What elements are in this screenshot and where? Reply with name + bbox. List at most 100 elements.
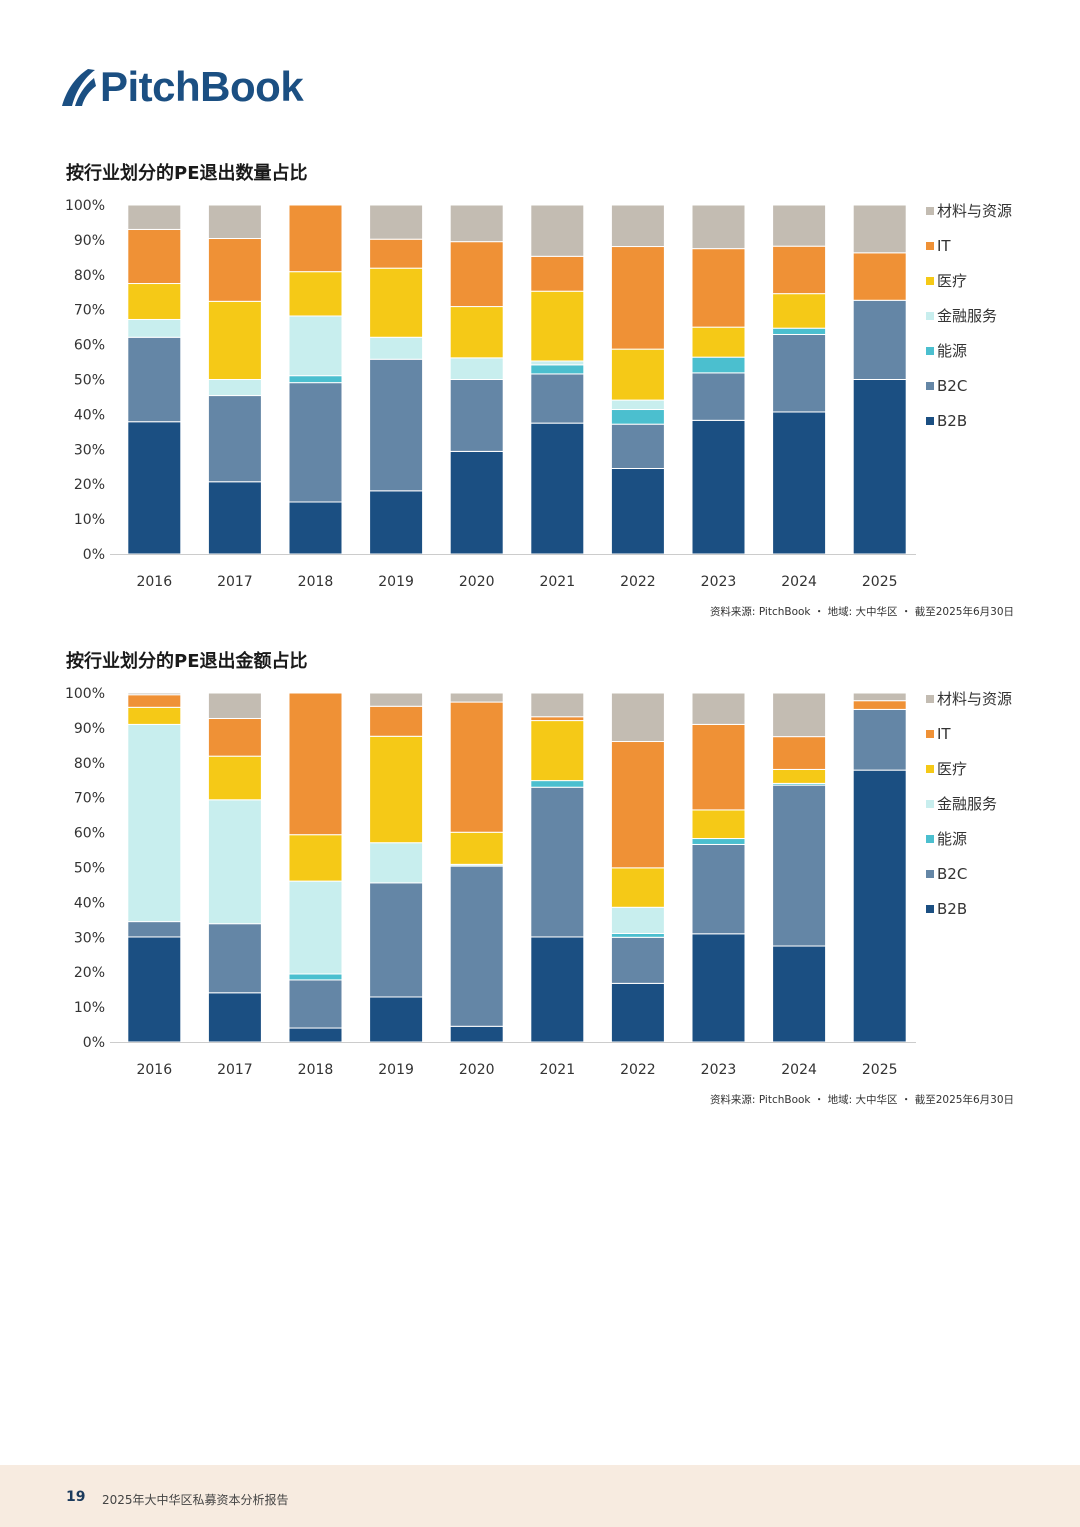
bar-segment-it-2024 bbox=[772, 245, 827, 295]
bar-segment-financial-services-2021 bbox=[530, 360, 585, 366]
bar-segment-it-2022 bbox=[610, 246, 665, 350]
legend-label-it: IT bbox=[937, 237, 951, 255]
bar-segment-b2b-2024 bbox=[772, 411, 827, 555]
page-number: 19 bbox=[66, 1489, 86, 1505]
y-tick-label: 90% bbox=[74, 233, 105, 249]
bar-segment-healthcare-2017 bbox=[207, 755, 262, 801]
legend-swatch-healthcare bbox=[926, 765, 934, 773]
bar-segment-financial-services-2022 bbox=[610, 906, 665, 934]
bar-segment-materials-2021 bbox=[530, 692, 585, 718]
bar-segment-b2b-2019 bbox=[369, 490, 424, 555]
bar-segment-financial-services-2019 bbox=[369, 336, 424, 360]
y-tick-label: 20% bbox=[74, 477, 105, 493]
bar-segment-b2b-2018 bbox=[288, 1027, 343, 1043]
bar-segment-b2c-2016 bbox=[127, 921, 182, 938]
y-tick-label: 50% bbox=[74, 373, 105, 389]
bar-segment-b2b-2020 bbox=[449, 450, 504, 555]
bar-segment-b2c-2016 bbox=[127, 336, 182, 423]
bar-segment-b2c-2021 bbox=[530, 786, 585, 938]
bar-segment-b2c-2020 bbox=[449, 865, 504, 1027]
y-tick-label: 40% bbox=[74, 407, 105, 423]
source-note-value: 资料来源: PitchBook ・ 地域: 大中华区 ・ 截至2025年6月30… bbox=[709, 1094, 1014, 1106]
x-tick-label: 2022 bbox=[620, 574, 656, 590]
x-tick-label: 2020 bbox=[459, 574, 495, 590]
bar-segment-b2b-2021 bbox=[530, 422, 585, 555]
y-tick-label: 30% bbox=[74, 930, 105, 946]
bar-segment-materials-2024 bbox=[772, 692, 827, 738]
bar-segment-b2c-2017 bbox=[207, 395, 262, 483]
y-tick-label: 70% bbox=[74, 303, 105, 319]
bar-segment-it-2024 bbox=[772, 736, 827, 770]
bar-segment-financial-services-2020 bbox=[449, 357, 504, 380]
legend-label-materials: 材料与资源 bbox=[937, 690, 1012, 708]
bar-segment-materials-2019 bbox=[369, 204, 424, 240]
bar-segment-it-2016 bbox=[127, 228, 182, 285]
bar-segment-it-2020 bbox=[449, 701, 504, 833]
y-tick-label: 60% bbox=[74, 826, 105, 842]
bar-segment-b2b-2022 bbox=[610, 467, 665, 555]
y-tick-label: 20% bbox=[74, 965, 105, 981]
legend-swatch-b2c bbox=[926, 870, 934, 878]
bar-segment-materials-2017 bbox=[207, 204, 262, 240]
bar-segment-energy-2023 bbox=[691, 356, 746, 374]
bar-segment-healthcare-2019 bbox=[369, 735, 424, 844]
legend-label-financial-services: 金融服务 bbox=[937, 307, 997, 325]
bar-segment-b2b-2017 bbox=[207, 481, 262, 555]
bar-segment-materials-2020 bbox=[449, 204, 504, 243]
legend-label-b2b: B2B bbox=[937, 900, 967, 918]
bar-segment-healthcare-2022 bbox=[610, 348, 665, 401]
legend-label-energy: 能源 bbox=[937, 830, 967, 848]
bar-segment-materials-2023 bbox=[691, 692, 746, 725]
exit-value-share-chart: 0% 10% 20% 30% 40% 50% 60% 70% 80% 90% 100% 2016 201… bbox=[65, 686, 1012, 1078]
x-tick-label: 2019 bbox=[378, 1062, 414, 1078]
bar-segment-healthcare-2020 bbox=[449, 306, 504, 359]
x-tick-label: 2022 bbox=[620, 1062, 656, 1078]
bar-segment-healthcare-2021 bbox=[530, 290, 585, 362]
bar-segment-healthcare-2019 bbox=[369, 267, 424, 338]
bar-segment-financial-services-2017 bbox=[207, 799, 262, 925]
bar-segment-b2b-2023 bbox=[691, 419, 746, 555]
bar-segment-it-2023 bbox=[691, 723, 746, 811]
x-tick-label: 2018 bbox=[298, 574, 334, 590]
y-tick-label: 30% bbox=[74, 442, 105, 458]
bar-segment-financial-services-2018 bbox=[288, 880, 343, 975]
legend-swatch-b2b bbox=[926, 905, 934, 913]
source-note-count: 资料来源: PitchBook ・ 地域: 大中华区 ・ 截至2025年6月30… bbox=[709, 606, 1014, 618]
legend-label-healthcare: 医疗 bbox=[937, 272, 967, 290]
y-tick-label: 70% bbox=[74, 791, 105, 807]
bar-segment-energy-2021 bbox=[530, 780, 585, 788]
bar-segment-it-2018 bbox=[288, 204, 343, 273]
bar-segment-it-2016 bbox=[127, 694, 182, 708]
bar-segment-healthcare-2016 bbox=[127, 283, 182, 320]
bar-segment-financial-services-2019 bbox=[369, 842, 424, 884]
x-tick-label: 2021 bbox=[539, 1062, 575, 1078]
y-tick-label: 10% bbox=[74, 512, 105, 528]
bar-segment-b2c-2017 bbox=[207, 923, 262, 994]
bar-segment-it-2018 bbox=[288, 692, 343, 836]
chart-title-value: 按行业划分的PE退出金额占比 bbox=[66, 651, 308, 672]
bar-segment-b2c-2024 bbox=[772, 333, 827, 413]
bar-segment-materials-2016 bbox=[127, 204, 182, 230]
legend-label-materials: 材料与资源 bbox=[937, 202, 1012, 220]
legend-swatch-materials bbox=[926, 207, 934, 215]
y-tick-label: 0% bbox=[83, 547, 105, 563]
bar-segment-b2b-2019 bbox=[369, 996, 424, 1043]
bar-segment-it-2017 bbox=[207, 717, 262, 757]
bar-segment-b2c-2024 bbox=[772, 784, 827, 947]
bar-segment-energy-2022 bbox=[610, 409, 665, 425]
x-tick-label: 2017 bbox=[217, 574, 253, 590]
bar-segment-it-2021 bbox=[530, 255, 585, 292]
bar-segment-b2b-2016 bbox=[127, 936, 182, 1043]
bar-segment-it-2022 bbox=[610, 741, 665, 869]
bar-segment-b2c-2022 bbox=[610, 936, 665, 984]
bar-segment-b2c-2018 bbox=[288, 382, 343, 503]
legend-swatch-healthcare bbox=[926, 277, 934, 285]
legend-swatch-financial-services bbox=[926, 312, 934, 320]
legend-label-b2b: B2B bbox=[937, 412, 967, 430]
legend-label-b2c: B2C bbox=[937, 377, 967, 395]
legend-swatch-materials bbox=[926, 695, 934, 703]
bar-segment-it-2023 bbox=[691, 248, 746, 328]
bar-segment-materials-2021 bbox=[530, 204, 585, 257]
bar-segment-b2c-2022 bbox=[610, 423, 665, 469]
legend-label-b2c: B2C bbox=[937, 865, 967, 883]
